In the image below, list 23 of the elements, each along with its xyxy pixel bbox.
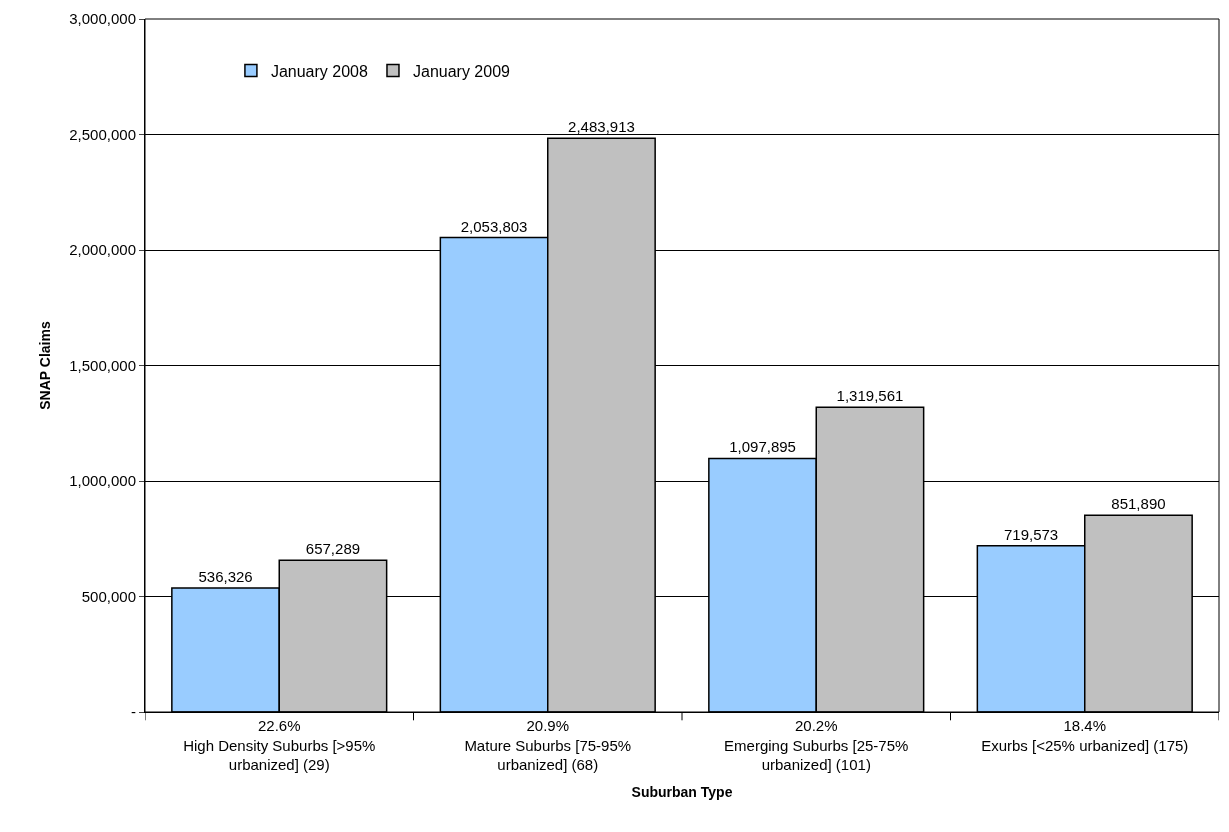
x-tick-label: 22.6% High Density Suburbs [>95% urbanized] (29): [183, 717, 376, 773]
y-tick-label: 1,500,000: [69, 356, 136, 374]
data-label: 657,289: [305, 540, 361, 558]
y-tick-label: 2,500,000: [69, 125, 136, 143]
x-tick-label: 20.9% Mature Suburbs [75-95% urbanized] (68): [464, 717, 632, 773]
data-label: 2,053,803: [460, 217, 528, 235]
y-tick-label: -: [131, 703, 136, 721]
legend-label: January 2008: [270, 62, 368, 80]
data-label: 536,326: [198, 568, 253, 586]
y-tick-label: 500,000: [81, 587, 136, 605]
data-label: 1,319,561: [836, 387, 904, 405]
data-label: 719,573: [1003, 525, 1059, 543]
y-tick-label: 3,000,000: [69, 10, 136, 28]
x-axis-title: Suburban Type: [631, 784, 733, 801]
y-tick-label: 1,000,000: [69, 472, 136, 490]
legend-label: January 2009: [412, 62, 511, 80]
data-label: 2,483,913: [568, 118, 635, 136]
x-tick-label: 20.2% Emerging Suburbs [25-75% urbanized] (101): [724, 717, 909, 773]
data-label: 851,890: [1111, 495, 1166, 513]
data-label: 1,097,895: [729, 438, 796, 456]
y-tick-label: 2,000,000: [69, 241, 136, 259]
y-axis-title: SNAP Claims: [36, 321, 53, 410]
x-tick-label: 18.4% Exurbs [<25% urbanized] (175): [981, 717, 1189, 754]
